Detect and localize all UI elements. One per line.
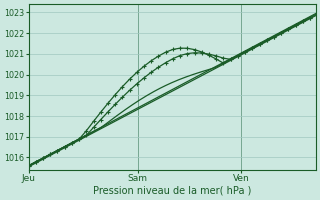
X-axis label: Pression niveau de la mer( hPa ): Pression niveau de la mer( hPa ) xyxy=(93,186,252,196)
